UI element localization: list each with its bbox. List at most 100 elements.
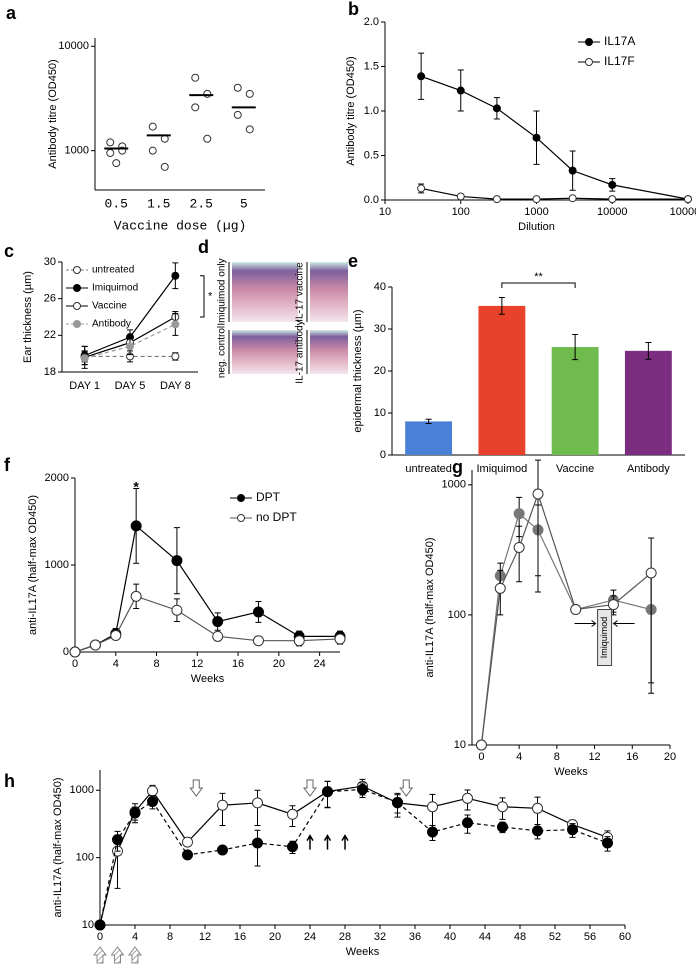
data-point: [126, 342, 134, 351]
panel-letter: h: [4, 771, 15, 791]
x-tick-label: 44: [479, 931, 491, 943]
y-axis-label: anti-IL17A (half-max OD450): [424, 537, 436, 677]
x-tick-label: DAY 5: [115, 380, 146, 392]
histology-image: [232, 262, 298, 322]
data-point: [513, 541, 525, 553]
y-tick-label: 20: [374, 365, 386, 377]
data-point: [89, 639, 101, 651]
x-tick-label: 16: [626, 751, 638, 763]
data-point: [233, 83, 242, 92]
x-tick-label: 8: [554, 751, 560, 763]
y-tick-label: 0: [63, 646, 69, 658]
significance-label: *: [133, 479, 139, 495]
legend-label: no DPT: [256, 510, 297, 524]
y-tick-label: 2000: [45, 472, 69, 484]
x-tick-label: 1000: [524, 206, 548, 218]
data-point: [252, 635, 264, 647]
y-tick-label: 100: [76, 852, 94, 864]
y-tick-label: 10: [454, 739, 466, 751]
x-tick-label: 12: [588, 751, 600, 763]
data-point: [567, 824, 578, 836]
data-point: [287, 841, 298, 853]
data-point: [532, 802, 543, 814]
x-tick-label: 2.5: [190, 196, 213, 211]
data-point: [462, 792, 473, 804]
y-tick-label: 1000: [442, 479, 466, 491]
data-point: [427, 826, 438, 838]
x-tick-label: 60: [619, 931, 631, 943]
x-axis-label: Weeks: [191, 673, 225, 685]
x-tick-label: 0: [97, 931, 103, 943]
x-tick-label: 10: [379, 206, 391, 218]
error-bar: [535, 459, 541, 593]
significance-bracket: [200, 275, 205, 318]
data-point: [148, 146, 157, 155]
data-point: [217, 799, 228, 811]
series-line: [84, 323, 176, 359]
x-tick-label: 0: [72, 658, 78, 670]
data-point: [607, 599, 619, 611]
y-tick-label: 0.0: [364, 194, 379, 206]
x-tick-label: 20: [269, 931, 281, 943]
bar: [405, 421, 453, 455]
data-point: [417, 72, 426, 81]
y-axis-label: Antibody titre (OD450): [345, 56, 357, 165]
x-tick-label: 4: [516, 751, 522, 763]
data-point: [532, 195, 541, 204]
x-axis-label: Dilution: [518, 221, 555, 233]
error-bar: [498, 297, 505, 315]
data-point: [182, 849, 193, 861]
data-point: [456, 192, 465, 201]
data-point: [191, 73, 200, 82]
legend-marker: [585, 38, 593, 46]
legend-marker: [585, 58, 593, 66]
data-point: [171, 271, 180, 280]
data-point: [287, 808, 298, 820]
bar: [624, 350, 672, 455]
x-tick-label: untreated: [405, 463, 451, 475]
data-point: [513, 508, 525, 520]
annotation-arrow: [574, 620, 635, 627]
data-point: [608, 180, 617, 189]
data-point: [532, 825, 543, 837]
data-point: [191, 103, 200, 112]
significance-label: **: [534, 271, 543, 283]
x-tick-label: 24: [313, 658, 325, 670]
annotation-box: [597, 609, 613, 667]
vaccine-arrow: [128, 946, 142, 964]
injection-arrow: [189, 779, 204, 797]
data-point: [684, 195, 692, 204]
data-point: [497, 821, 508, 833]
data-point: [171, 555, 183, 567]
data-point: [357, 783, 368, 795]
data-point: [568, 194, 577, 203]
y-tick-label: 10: [82, 919, 94, 931]
legend-marker: [73, 320, 81, 328]
significance-label: *: [208, 290, 213, 302]
data-point: [608, 195, 617, 204]
data-point: [130, 520, 142, 532]
injection-arrow: [303, 779, 317, 797]
panel-letter: f: [4, 455, 11, 475]
significance-bracket: [501, 282, 576, 288]
legend-label: untreated: [92, 265, 134, 276]
image-label: IL-17 antibody: [295, 320, 306, 383]
injection-arrow: [399, 779, 414, 797]
data-point: [147, 785, 158, 797]
data-point: [456, 86, 465, 95]
panel-letter: a: [6, 3, 17, 23]
x-axis-label: Weeks: [554, 766, 588, 778]
y-tick-label: 1.5: [364, 60, 379, 72]
annotation-label: Imiquimod: [599, 617, 609, 659]
image-label: IL-17 vaccine: [295, 262, 306, 322]
data-point: [645, 567, 657, 579]
legend-marker: [73, 284, 81, 292]
data-point: [130, 590, 142, 602]
vaccine-arrow: [93, 946, 107, 964]
y-axis-label: Antibody titre (OD450): [47, 59, 59, 168]
data-point: [171, 604, 183, 616]
data-point: [417, 184, 426, 193]
x-tick-label: 48: [514, 931, 526, 943]
data-point: [293, 635, 305, 647]
x-tick-label: 0.5: [105, 196, 128, 211]
